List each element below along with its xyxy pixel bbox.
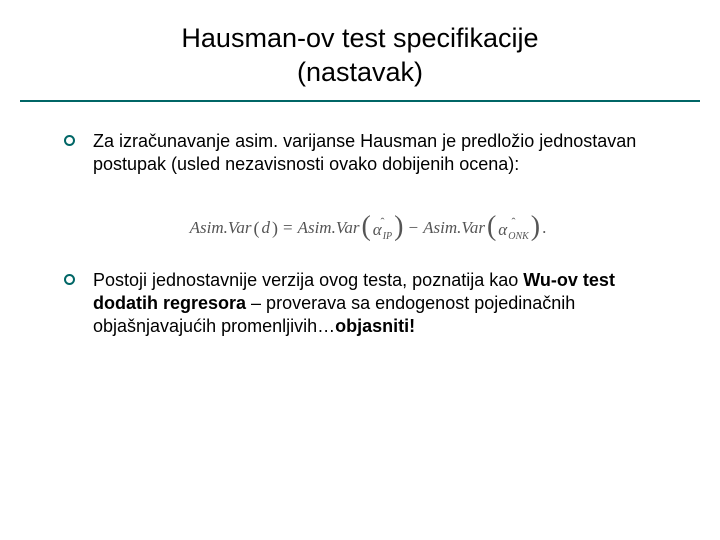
subscript-ip: IP (383, 231, 392, 242)
formula-period: . (542, 218, 546, 238)
alpha-hat-ip: ˆ αIP (373, 219, 392, 238)
formula-lhs-func: Asim.Var (190, 218, 252, 238)
bullet-text-2: Postoji jednostavnije verzija ovog testa… (93, 269, 672, 338)
bullet-item: Postoji jednostavnije verzija ovog testa… (64, 269, 672, 338)
alpha-symbol: α (373, 220, 382, 239)
title-line-2: (nastavak) (297, 57, 423, 87)
formula: Asim.Var ( d ) = Asim.Var ( ˆ αIP ) − As… (190, 218, 547, 239)
formula-row: Asim.Var ( d ) = Asim.Var ( ˆ αIP ) − As… (64, 206, 672, 269)
formula-eq: = (283, 218, 293, 238)
formula-lhs-arg: d (261, 218, 270, 238)
bullet-item: Za izračunavanje asim. varijanse Hausman… (64, 130, 672, 176)
slide-title: Hausman-ov test specifikacije (nastavak) (0, 22, 720, 90)
subscript-onk: ONK (508, 231, 529, 242)
alpha-symbol: α (498, 220, 507, 239)
slide-title-block: Hausman-ov test specifikacije (nastavak) (0, 0, 720, 102)
bullet-text-1: Za izračunavanje asim. varijanse Hausman… (93, 130, 672, 176)
bullet-ring-icon (64, 274, 75, 285)
bullet-ring-icon (64, 135, 75, 146)
formula-t2-func: Asim.Var (423, 218, 485, 238)
formula-minus: − (409, 218, 419, 238)
paren-open: ( (253, 218, 259, 239)
formula-t1-func: Asim.Var (298, 218, 360, 238)
paren-close: ) (272, 218, 278, 239)
alpha-hat-onk: ˆ αONK (498, 219, 529, 238)
title-line-1: Hausman-ov test specifikacije (181, 23, 538, 53)
slide-content: Za izračunavanje asim. varijanse Hausman… (0, 102, 720, 338)
